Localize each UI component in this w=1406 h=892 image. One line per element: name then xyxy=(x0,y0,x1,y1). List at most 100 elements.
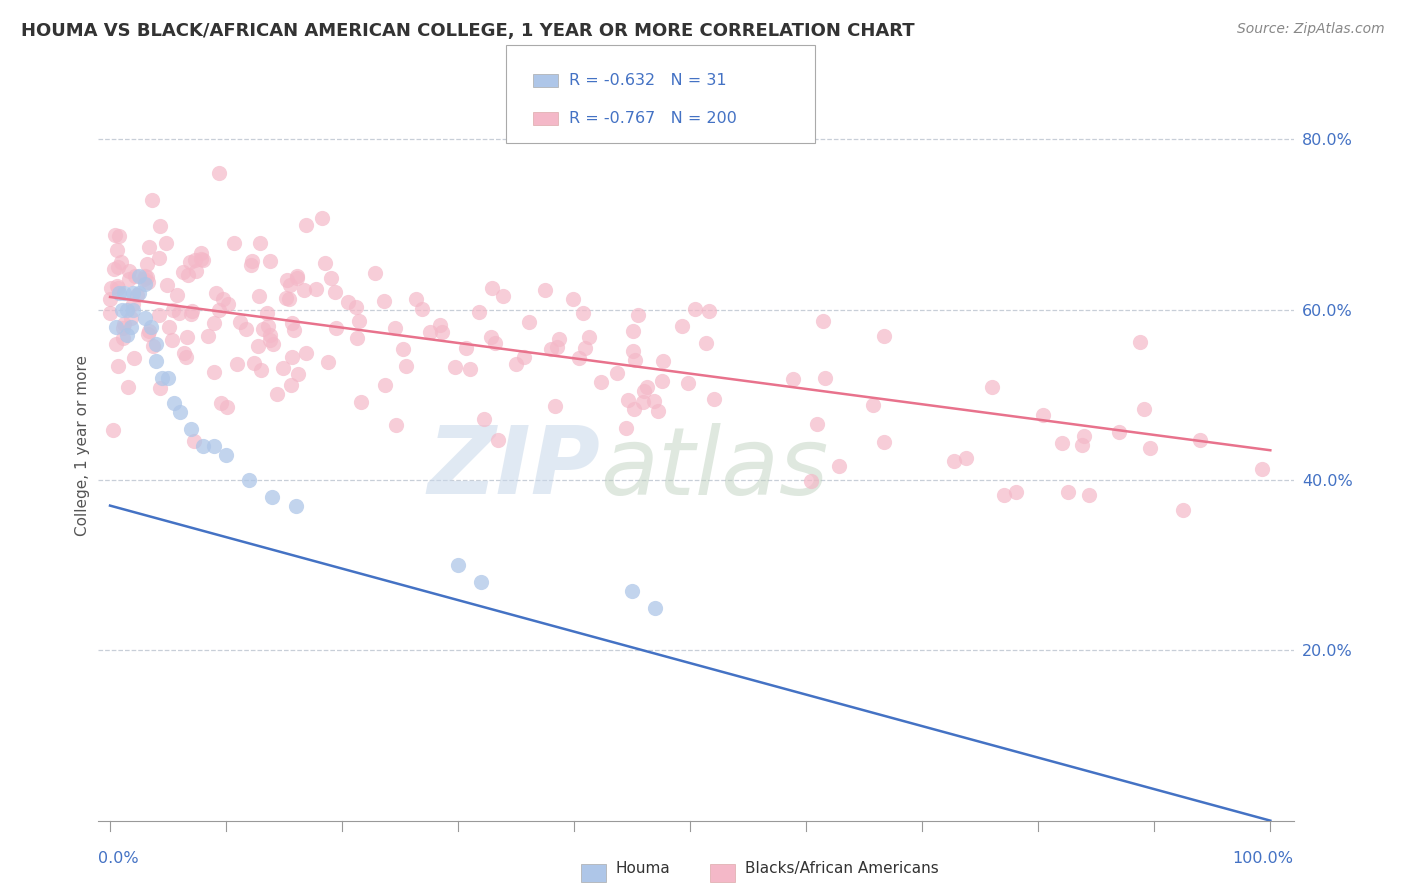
Point xyxy=(278,292,301,306)
Point xyxy=(828,458,851,473)
Point xyxy=(239,259,262,273)
Point xyxy=(319,270,342,285)
Point xyxy=(112,285,135,300)
Point xyxy=(287,368,309,382)
Point xyxy=(547,332,569,346)
Point xyxy=(112,320,135,334)
Point xyxy=(108,285,131,300)
Point xyxy=(169,305,191,319)
Point xyxy=(470,575,492,590)
Point xyxy=(624,352,647,367)
Point xyxy=(1032,408,1054,422)
Point xyxy=(616,421,638,435)
Point xyxy=(180,307,202,321)
Point xyxy=(411,302,433,317)
Point xyxy=(283,322,305,336)
Point xyxy=(179,255,201,269)
Point xyxy=(1070,438,1092,452)
Point xyxy=(100,292,122,306)
Point xyxy=(145,354,167,368)
Point xyxy=(1129,334,1152,349)
Point xyxy=(350,395,373,409)
Point xyxy=(141,193,163,207)
Point xyxy=(703,392,725,407)
Point xyxy=(643,394,665,409)
Y-axis label: College, 1 year or more: College, 1 year or more xyxy=(75,356,90,536)
Point xyxy=(873,435,896,450)
Point xyxy=(633,384,655,398)
Point xyxy=(276,273,298,287)
Point xyxy=(249,235,271,250)
Point xyxy=(284,499,307,513)
Point xyxy=(157,371,180,385)
Point xyxy=(184,253,207,268)
Point xyxy=(247,289,270,303)
Point xyxy=(169,405,191,419)
Point xyxy=(678,376,700,390)
Point xyxy=(112,330,135,344)
Point xyxy=(117,328,139,343)
Point xyxy=(235,321,257,335)
Point xyxy=(105,279,128,293)
Point xyxy=(122,285,145,300)
Point xyxy=(562,292,585,306)
Point xyxy=(981,380,1004,394)
Point xyxy=(811,314,834,328)
Point xyxy=(139,319,162,334)
Point xyxy=(240,254,263,268)
Point xyxy=(280,377,302,392)
Point xyxy=(191,439,214,453)
Point xyxy=(373,293,395,308)
Point xyxy=(281,317,304,331)
Point xyxy=(534,283,557,297)
Point xyxy=(447,558,470,573)
Point xyxy=(1057,485,1080,500)
Point xyxy=(419,325,441,339)
Point xyxy=(540,342,562,356)
Point xyxy=(568,351,591,365)
Point xyxy=(256,306,278,320)
Point xyxy=(138,324,160,338)
Point xyxy=(163,396,186,410)
Point xyxy=(395,359,418,373)
Point xyxy=(294,346,316,360)
Point xyxy=(166,288,188,302)
Point xyxy=(486,433,509,447)
Point xyxy=(150,371,173,385)
Point xyxy=(405,292,427,306)
Point xyxy=(103,262,125,277)
Point xyxy=(578,329,600,343)
Point xyxy=(145,336,167,351)
Point xyxy=(651,374,673,388)
Point xyxy=(572,306,595,320)
Text: HOUMA VS BLACK/AFRICAN AMERICAN COLLEGE, 1 YEAR OR MORE CORRELATION CHART: HOUMA VS BLACK/AFRICAN AMERICAN COLLEGE,… xyxy=(21,22,915,40)
Point xyxy=(117,380,139,394)
Point xyxy=(180,304,202,318)
Text: Source: ZipAtlas.com: Source: ZipAtlas.com xyxy=(1237,22,1385,37)
Point xyxy=(481,281,503,295)
Point xyxy=(107,260,129,275)
Point xyxy=(316,355,339,369)
Point xyxy=(156,277,179,292)
Point xyxy=(136,270,159,285)
Point xyxy=(325,321,347,335)
Point xyxy=(262,490,284,504)
Point xyxy=(215,448,238,462)
Point xyxy=(246,339,269,353)
Point xyxy=(204,439,226,453)
Point xyxy=(1171,502,1194,516)
Point xyxy=(98,305,121,319)
Point xyxy=(132,272,155,286)
Point xyxy=(190,252,212,266)
Point xyxy=(323,285,346,300)
Point xyxy=(134,311,156,326)
Point xyxy=(202,316,225,330)
Point xyxy=(492,288,515,302)
Text: Blacks/African Americans: Blacks/African Americans xyxy=(745,862,939,876)
Point xyxy=(128,268,150,283)
Point xyxy=(644,600,666,615)
Point xyxy=(281,351,304,365)
Point xyxy=(1073,429,1095,443)
Point xyxy=(647,404,669,418)
Point xyxy=(259,327,281,342)
